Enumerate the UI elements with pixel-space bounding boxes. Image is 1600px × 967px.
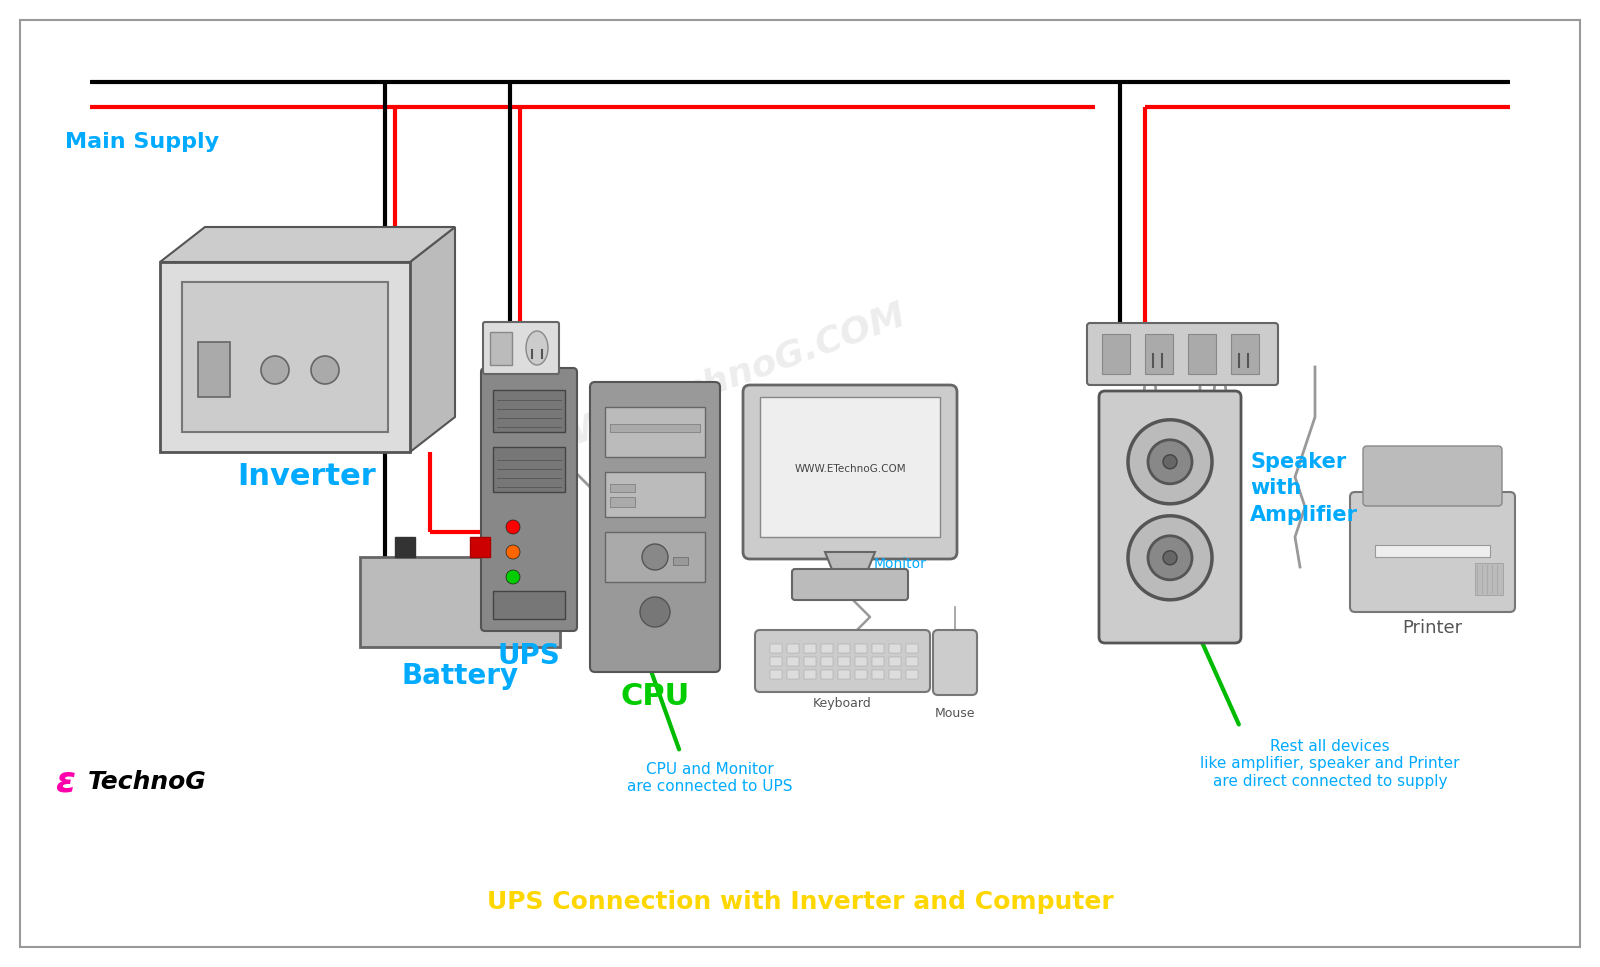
Bar (821, 657, 834, 666)
Bar (787, 657, 798, 666)
FancyBboxPatch shape (1086, 323, 1278, 385)
Bar (906, 670, 918, 679)
Circle shape (506, 545, 520, 559)
Bar (770, 670, 782, 679)
Bar (610, 497, 635, 507)
Text: WWW.ETechnoG.COM: WWW.ETechnoG.COM (794, 464, 906, 474)
Text: CPU: CPU (621, 682, 690, 711)
Polygon shape (160, 227, 454, 262)
Bar (821, 644, 834, 653)
Bar (1475, 563, 1502, 595)
Bar (787, 670, 798, 679)
Bar (838, 657, 850, 666)
Bar (890, 657, 901, 666)
Text: UPS Connection with Inverter and Computer: UPS Connection with Inverter and Compute… (486, 890, 1114, 914)
Text: Mouse: Mouse (934, 707, 976, 720)
Bar (872, 657, 883, 666)
Bar (360, 557, 560, 647)
Bar (770, 644, 782, 653)
Text: WWW.ETechnoG.COM: WWW.ETechnoG.COM (490, 297, 910, 477)
Bar (674, 557, 688, 565)
Text: UPS: UPS (498, 642, 560, 670)
FancyBboxPatch shape (792, 569, 909, 600)
Bar (470, 537, 490, 557)
Bar (198, 342, 230, 397)
Polygon shape (826, 552, 875, 577)
Bar (605, 532, 706, 582)
Bar (160, 262, 410, 452)
Bar (803, 670, 816, 679)
Text: Rest all devices
like amplifier, speaker and Printer
are direct connected to sup: Rest all devices like amplifier, speaker… (1200, 739, 1459, 789)
Bar (872, 644, 883, 653)
Bar (803, 644, 816, 653)
Text: TechnoG: TechnoG (88, 770, 206, 794)
Bar (610, 424, 701, 432)
Bar (854, 644, 867, 653)
Circle shape (640, 597, 670, 627)
Bar (1374, 545, 1490, 557)
Bar (838, 670, 850, 679)
Text: Keyboard: Keyboard (813, 697, 872, 710)
Circle shape (310, 356, 339, 384)
Bar (890, 670, 901, 679)
Polygon shape (410, 227, 454, 452)
Text: Printer: Printer (1403, 619, 1462, 637)
Circle shape (506, 520, 520, 534)
Bar (490, 332, 512, 365)
FancyBboxPatch shape (1099, 391, 1242, 643)
Bar (395, 537, 414, 557)
Text: Speaker
with
Amplifier: Speaker with Amplifier (1250, 452, 1358, 525)
Text: ε: ε (54, 765, 75, 799)
FancyBboxPatch shape (933, 630, 978, 695)
Circle shape (506, 570, 520, 584)
Circle shape (261, 356, 290, 384)
Bar (1187, 334, 1216, 374)
Text: Inverter: Inverter (238, 462, 376, 491)
Circle shape (1128, 515, 1213, 600)
Text: CPU and Monitor
are connected to UPS: CPU and Monitor are connected to UPS (627, 762, 792, 795)
Bar (493, 447, 565, 492)
FancyBboxPatch shape (482, 368, 578, 631)
Bar (1102, 334, 1130, 374)
Bar (838, 644, 850, 653)
Bar (890, 644, 901, 653)
Bar (493, 390, 565, 432)
Bar (182, 282, 387, 432)
Bar (770, 657, 782, 666)
Bar (1146, 334, 1173, 374)
Text: Main Supply: Main Supply (66, 132, 219, 152)
Ellipse shape (526, 331, 547, 365)
Circle shape (1163, 454, 1178, 469)
Bar (854, 657, 867, 666)
Circle shape (642, 544, 669, 570)
FancyBboxPatch shape (1350, 492, 1515, 612)
Bar (610, 484, 635, 492)
Bar (906, 644, 918, 653)
FancyBboxPatch shape (1363, 446, 1502, 506)
Circle shape (1149, 440, 1192, 484)
Bar (854, 670, 867, 679)
Bar (906, 657, 918, 666)
Bar (605, 472, 706, 517)
Bar (821, 670, 834, 679)
Bar (760, 397, 941, 537)
FancyBboxPatch shape (755, 630, 930, 692)
FancyBboxPatch shape (483, 322, 558, 374)
Bar (803, 657, 816, 666)
Circle shape (1149, 536, 1192, 580)
Bar (1230, 334, 1259, 374)
Circle shape (1163, 551, 1178, 565)
Text: Battery: Battery (402, 662, 518, 690)
Text: Monitor: Monitor (874, 557, 926, 571)
FancyBboxPatch shape (742, 385, 957, 559)
Bar (787, 644, 798, 653)
Bar (872, 670, 883, 679)
Bar (605, 407, 706, 457)
FancyBboxPatch shape (590, 382, 720, 672)
Circle shape (1128, 420, 1213, 504)
Bar (493, 591, 565, 619)
